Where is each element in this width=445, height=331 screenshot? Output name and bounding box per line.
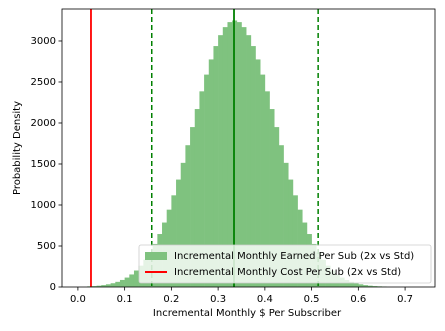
histogram-bar <box>106 284 111 287</box>
y-axis-label: Probability Density <box>12 101 23 195</box>
histogram-bar <box>120 280 125 287</box>
y-tick-label: 500 <box>37 241 56 252</box>
y-tick-label: 2500 <box>31 77 56 88</box>
histogram-bar <box>115 282 120 287</box>
histogram-bar <box>129 274 134 287</box>
y-tick-label: 1000 <box>31 200 56 211</box>
histogram-bar <box>125 278 130 287</box>
histogram-bar <box>111 283 116 287</box>
y-tick-label: 1500 <box>31 159 56 170</box>
x-tick-label: 0.5 <box>304 294 320 305</box>
x-tick-label: 0.3 <box>210 294 226 305</box>
x-tick-label: 0.0 <box>70 294 86 305</box>
x-tick-label: 0.2 <box>163 294 179 305</box>
x-axis-label: Incremental Monthly $ Per Subscriber <box>153 308 342 319</box>
x-tick-label: 0.6 <box>350 294 366 305</box>
x-tick-label: 0.4 <box>257 294 273 305</box>
x-tick-label: 0.1 <box>117 294 133 305</box>
histogram-bar <box>358 284 363 287</box>
legend-swatch <box>145 252 167 260</box>
y-tick-label: 2000 <box>31 118 56 129</box>
legend-label: Incremental Monthly Earned Per Sub (2x v… <box>174 251 414 262</box>
y-tick-label: 0 <box>50 282 56 293</box>
histogram-bar <box>134 271 139 287</box>
histogram-bar <box>354 283 359 287</box>
x-tick-label: 0.7 <box>397 294 413 305</box>
y-tick-label: 3000 <box>31 36 56 47</box>
legend-label: Incremental Monthly Cost Per Sub (2x vs … <box>174 267 401 278</box>
